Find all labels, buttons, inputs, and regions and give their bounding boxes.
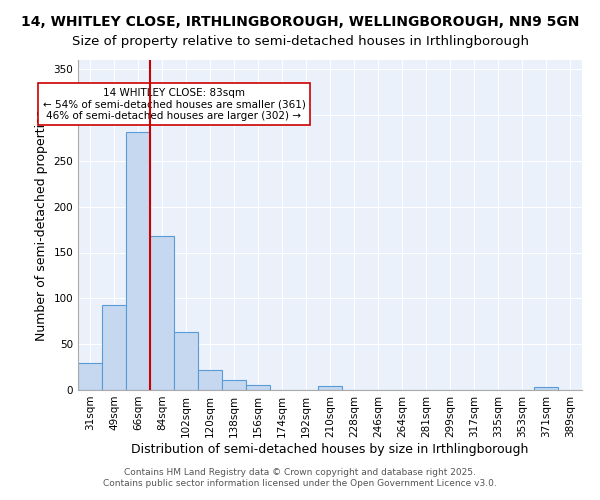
Bar xyxy=(246,386,270,390)
Bar xyxy=(126,132,150,390)
Bar xyxy=(102,304,126,390)
Y-axis label: Number of semi-detached properties: Number of semi-detached properties xyxy=(35,110,48,340)
Bar xyxy=(198,370,222,390)
Text: Contains HM Land Registry data © Crown copyright and database right 2025.
Contai: Contains HM Land Registry data © Crown c… xyxy=(103,468,497,487)
Bar xyxy=(150,236,174,390)
Bar xyxy=(534,387,558,390)
Text: 14 WHITLEY CLOSE: 83sqm
← 54% of semi-detached houses are smaller (361)
46% of s: 14 WHITLEY CLOSE: 83sqm ← 54% of semi-de… xyxy=(43,88,305,120)
Bar xyxy=(318,386,342,390)
Bar xyxy=(222,380,246,390)
Bar xyxy=(78,362,102,390)
Text: Size of property relative to semi-detached houses in Irthlingborough: Size of property relative to semi-detach… xyxy=(71,35,529,48)
Bar xyxy=(174,332,198,390)
Text: 14, WHITLEY CLOSE, IRTHLINGBOROUGH, WELLINGBOROUGH, NN9 5GN: 14, WHITLEY CLOSE, IRTHLINGBOROUGH, WELL… xyxy=(21,15,579,29)
X-axis label: Distribution of semi-detached houses by size in Irthlingborough: Distribution of semi-detached houses by … xyxy=(131,442,529,456)
